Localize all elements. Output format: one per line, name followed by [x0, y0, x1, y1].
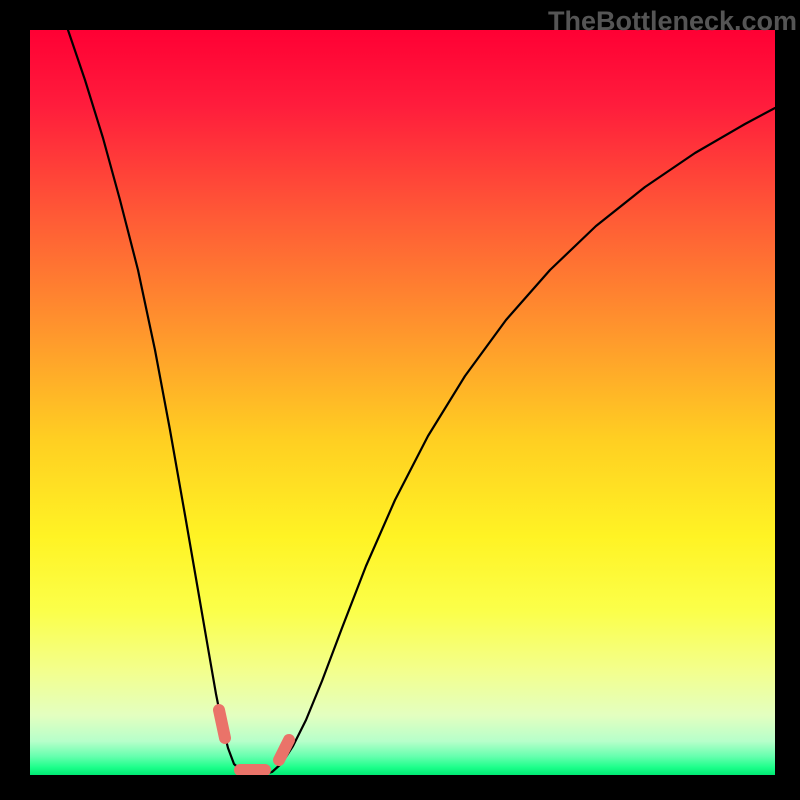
highlight-segment [219, 710, 225, 738]
plot-area [30, 30, 775, 775]
chart-frame: TheBottleneck.com [0, 0, 800, 800]
gradient-bg [30, 30, 775, 775]
watermark-text: TheBottleneck.com [548, 6, 797, 37]
gradient-rect [30, 30, 775, 775]
